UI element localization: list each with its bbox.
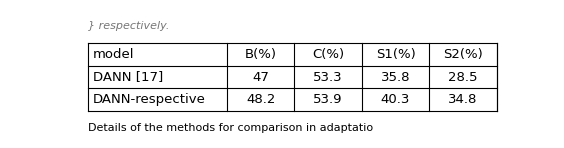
Text: DANN [17]: DANN [17] (93, 70, 164, 83)
Text: 40.3: 40.3 (381, 93, 410, 106)
Text: Details of the methods for comparison in adaptatio: Details of the methods for comparison in… (88, 123, 373, 133)
Text: } respectively.: } respectively. (88, 21, 169, 31)
Text: 34.8: 34.8 (448, 93, 478, 106)
Text: DANN-respective: DANN-respective (93, 93, 206, 106)
Text: 35.8: 35.8 (381, 70, 410, 83)
Text: C(%): C(%) (312, 48, 344, 61)
Text: 47: 47 (252, 70, 269, 83)
Text: S2(%): S2(%) (443, 48, 483, 61)
Text: 28.5: 28.5 (448, 70, 478, 83)
Text: 53.3: 53.3 (313, 70, 343, 83)
Text: S1(%): S1(%) (376, 48, 416, 61)
Text: model: model (93, 48, 135, 61)
Text: 53.9: 53.9 (314, 93, 343, 106)
Text: B(%): B(%) (245, 48, 277, 61)
Text: 48.2: 48.2 (246, 93, 275, 106)
